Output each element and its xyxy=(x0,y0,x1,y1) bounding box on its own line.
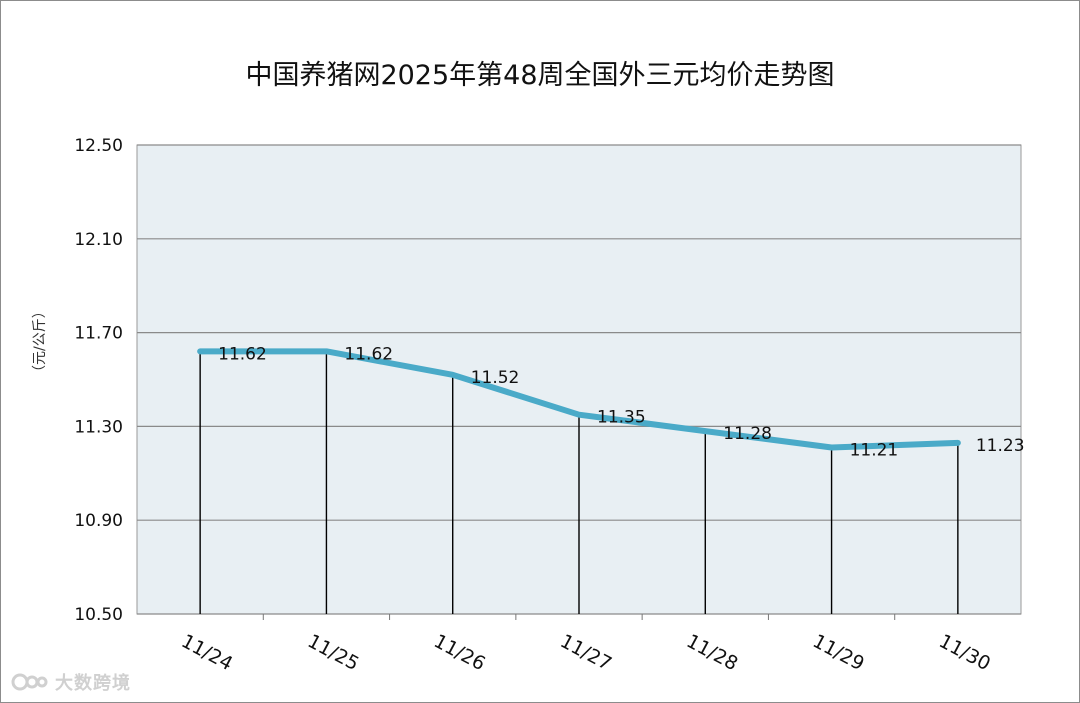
drop-lines xyxy=(199,351,959,614)
y-tick-label: 11.30 xyxy=(74,417,123,437)
y-tick-label: 12.50 xyxy=(74,136,123,156)
watermark-logo-icon xyxy=(11,673,48,691)
data-label: 11.62 xyxy=(344,344,393,364)
y-tick-label: 11.70 xyxy=(74,324,123,344)
y-tick-label: 12.10 xyxy=(74,230,123,250)
x-tick-label: 11/28 xyxy=(683,630,742,675)
data-label: 11.52 xyxy=(471,368,520,388)
data-label: 11.21 xyxy=(850,441,899,461)
chart-title: 中国养猪网2025年第48周全国外三元均价走势图 xyxy=(245,60,835,91)
x-tick-label: 11/27 xyxy=(556,630,615,675)
x-tick-labels: 11/24 11/25 11/26 11/27 11/28 11/29 11/30 xyxy=(178,630,994,675)
data-label: 11.62 xyxy=(218,344,267,364)
y-tick-label: 10.50 xyxy=(74,605,123,625)
x-tick-label: 11/30 xyxy=(935,630,994,675)
series-layer xyxy=(197,348,961,451)
watermark-text: 大数跨境 xyxy=(55,673,131,694)
data-label: 11.35 xyxy=(597,408,646,428)
data-label: 11.23 xyxy=(976,436,1025,456)
y-tick-labels: 12.50 12.10 11.70 11.30 10.90 10.50 xyxy=(74,136,123,625)
x-tick-label: 11/26 xyxy=(430,630,489,675)
watermark: 大数跨境 xyxy=(11,669,131,695)
data-labels: 11.62 11.62 11.52 11.35 11.28 11.21 11.23 xyxy=(218,344,1024,460)
series-line xyxy=(197,348,961,451)
x-tick-label: 11/29 xyxy=(809,630,868,675)
y-tick-label: 10.90 xyxy=(74,511,123,531)
x-tick-label: 11/25 xyxy=(304,630,363,675)
data-label: 11.28 xyxy=(723,424,772,444)
x-tick-label: 11/24 xyxy=(178,630,237,675)
